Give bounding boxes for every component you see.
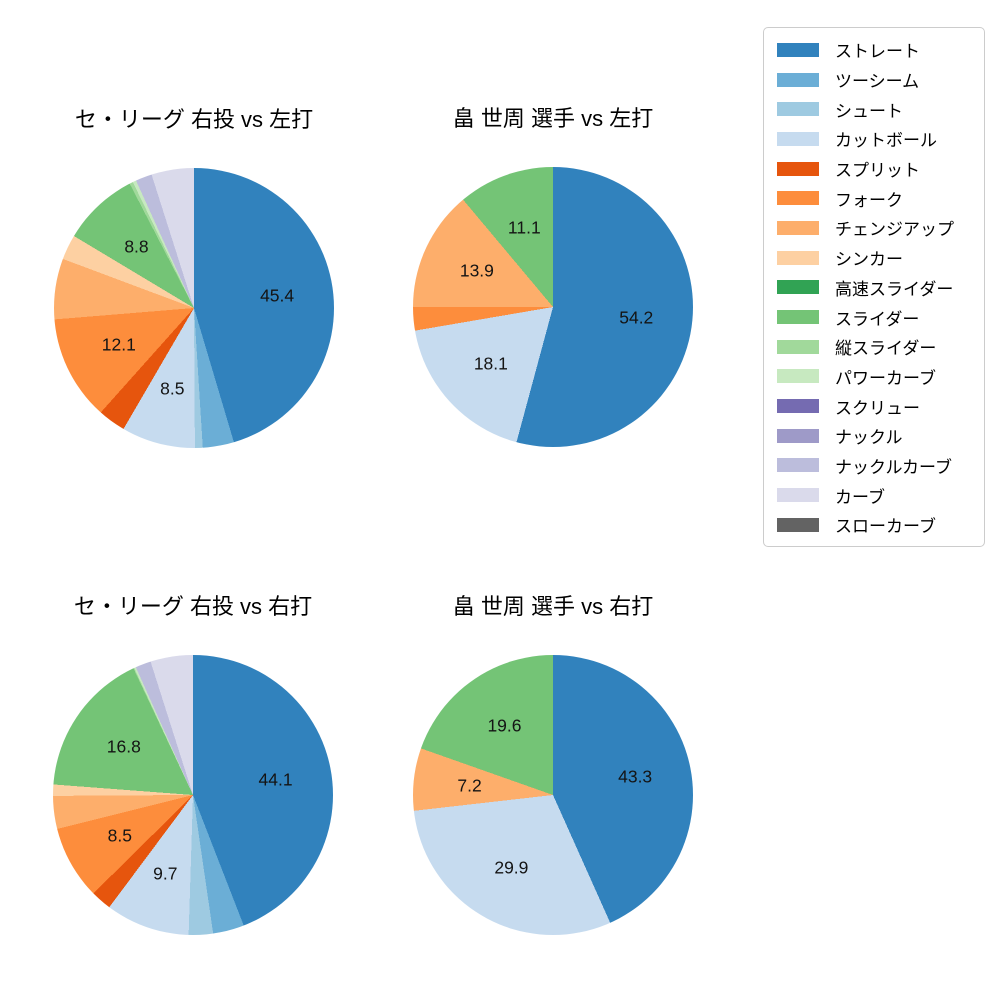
legend-item: シンカー: [777, 243, 984, 273]
legend-item: ナックルカーブ: [777, 451, 984, 481]
pie-slice-value-label: 45.4: [260, 285, 295, 306]
legend-item: ツーシーム: [777, 65, 984, 95]
legend-color-swatch: [777, 339, 819, 354]
legend-item-label: シュート: [835, 101, 903, 121]
legend-item-label: フォーク: [835, 190, 903, 210]
legend-item: 高速スライダー: [777, 273, 984, 303]
legend-color-swatch: [777, 310, 819, 325]
pie-chart-hatake-vs-rhb: 畠 世周 選手 vs 右打 43.3 29.9 7.2 19.6: [413, 594, 693, 935]
pie-slice-value-label: 7.2: [457, 775, 482, 796]
legend-item: 縦スライダー: [777, 332, 984, 362]
pie: 54.2 18.1 13.9 11.1: [413, 167, 693, 447]
pie-slice-value-label: 9.7: [153, 863, 178, 884]
pie: 44.1 9.7 8.5 16.8: [53, 655, 333, 935]
pie-slice-value-label: 11.1: [507, 217, 541, 238]
legend-item-label: チェンジアップ: [835, 220, 954, 240]
legend-item: スローカーブ: [777, 510, 984, 540]
legend-color-swatch: [777, 458, 819, 473]
legend-item: フォーク: [777, 183, 984, 213]
legend-item-label: スプリット: [835, 161, 920, 181]
legend-item-label: スライダー: [835, 309, 920, 329]
pie-slice-value-label: 43.3: [618, 766, 653, 787]
pie-chart-hatake-vs-lhb: 畠 世周 選手 vs 左打 54.2 18.1 13.9 11.1: [413, 106, 693, 447]
legend-item-label: スクリュー: [835, 398, 920, 418]
pie-slice-value-label: 29.9: [494, 857, 529, 878]
legend-color-swatch: [777, 517, 819, 532]
pie-slice-value-label: 8.8: [124, 236, 149, 257]
legend-item-label: パワーカーブ: [835, 368, 936, 388]
legend-item: スクリュー: [777, 391, 984, 421]
chart-title: セ・リーグ 右投 vs 右打: [73, 594, 313, 619]
pie-slice-value-label: 19.6: [487, 715, 522, 736]
pie-slice-value-label: 8.5: [107, 825, 132, 846]
legend-item-label: 縦スライダー: [835, 339, 937, 359]
legend-color-swatch: [777, 161, 819, 176]
pie-chart-ce-league-right-vs-lhb: セ・リーグ 右投 vs 左打 45.4 8.5 12.1 8.8: [54, 107, 334, 448]
legend: ストレートツーシームシュートカットボール スプリットフォークチェンジアップ シンカー…: [763, 27, 985, 547]
pie-slice-value-label: 13.9: [459, 260, 494, 281]
legend-item-label: ナックルカーブ: [835, 457, 952, 477]
legend-item: カーブ: [777, 480, 984, 510]
pie: 45.4 8.5 12.1 8.8: [54, 168, 334, 448]
pie-chart-ce-league-right-vs-rhb: セ・リーグ 右投 vs 右打 44.1 9.7 8.5 16.8: [53, 594, 333, 935]
legend-color-swatch: [777, 191, 819, 206]
legend-color-swatch: [777, 428, 819, 443]
legend-item: シュート: [777, 94, 984, 124]
legend-color-swatch: [777, 72, 819, 87]
legend-item: スライダー: [777, 302, 984, 332]
pie-slice-value-label: 54.2: [619, 307, 654, 328]
legend-color-swatch: [777, 369, 819, 384]
legend-item-label: シンカー: [835, 250, 903, 270]
pie-slice-value-label: 12.1: [101, 334, 136, 355]
chart-title: 畠 世周 選手 vs 左打: [452, 106, 654, 131]
legend-item: ストレート: [777, 35, 984, 65]
legend-color-swatch: [777, 42, 819, 57]
legend-item: チェンジアップ: [777, 213, 984, 243]
legend-color-swatch: [777, 488, 819, 503]
pie-slice-value-label: 44.1: [258, 769, 293, 790]
legend-color-swatch: [777, 399, 819, 414]
legend-item-label: 高速スライダー: [835, 279, 954, 299]
legend-color-swatch: [777, 250, 819, 265]
legend-item: ナックル: [777, 421, 984, 451]
legend-item-label: カットボール: [835, 131, 937, 151]
pie: 43.3 29.9 7.2 19.6: [413, 655, 693, 935]
pie-slice-value-label: 18.1: [473, 353, 508, 374]
pie-slice-value-label: 16.8: [106, 736, 141, 757]
legend-item-label: カーブ: [835, 487, 885, 507]
legend-items: ストレートツーシームシュートカットボール スプリットフォークチェンジアップ シンカー…: [777, 35, 984, 540]
legend-item-label: ストレート: [835, 42, 920, 62]
legend-item-label: ツーシーム: [835, 72, 920, 92]
legend-item: スプリット: [777, 154, 984, 184]
legend-item: パワーカーブ: [777, 362, 984, 392]
legend-item: カットボール: [777, 124, 984, 154]
legend-color-swatch: [777, 102, 819, 117]
chart-title: 畠 世周 選手 vs 右打: [452, 594, 654, 619]
legend-color-swatch: [777, 131, 819, 146]
legend-item-label: スローカーブ: [835, 517, 936, 537]
legend-item-label: ナックル: [835, 428, 903, 448]
chart-title: セ・リーグ 右投 vs 左打: [74, 107, 314, 132]
legend-color-swatch: [777, 280, 819, 295]
pie-slice-value-label: 8.5: [160, 378, 185, 399]
legend-color-swatch: [777, 220, 819, 235]
